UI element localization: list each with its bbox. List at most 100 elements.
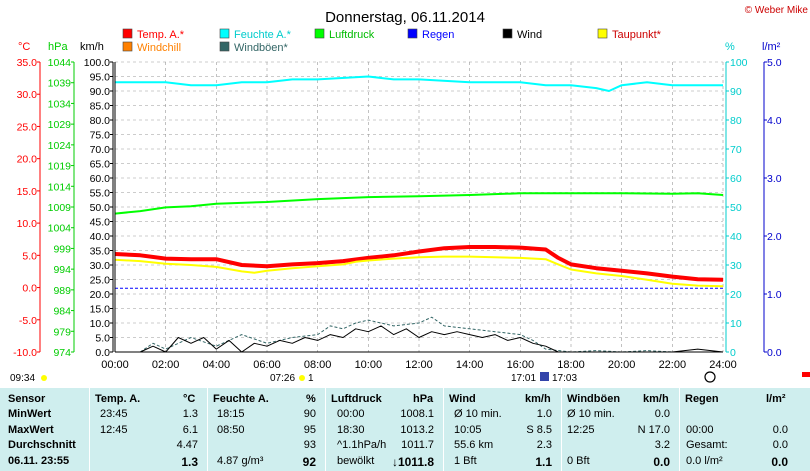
wind_kmh-tick-label: 25.0 [90,275,111,287]
wind_kmh-tick-label: 35.0 [90,246,111,258]
humidity_pct-tick-label: 90 [730,86,742,98]
table-cell-press-v: 1013.2 [400,423,434,436]
weather-chart: Donnerstag, 06.11.2014 © Weber Mike °C h… [10,5,810,384]
wind_kmh-tick-label: 40.0 [90,231,111,243]
table-cell-wind-t: Ø 10 min. [454,408,502,420]
pressure_hpa-tick-label: 999 [53,243,71,255]
series-line-luftdruck [114,192,724,215]
wind_kmh-tick-label: 45.0 [90,217,111,229]
table-cell-wind-v: S 8.5 [526,423,552,436]
marker-mid-dot [299,375,305,381]
wind_kmh-tick-label: 90.0 [90,86,111,98]
x-tick-label: 24:00 [709,359,737,371]
table-cell-label: Durchschnitt [8,439,76,451]
wind_kmh-tick-label: 10.0 [90,318,111,330]
table-cell-press-t: ^1.1hPa/h [337,439,387,451]
table-cell-hum-t: 4.87 g/m³ [217,454,264,467]
table-cell-hum-v: 92 [302,454,316,469]
table-cell-temp-v: 1.3 [182,408,198,420]
humidity_pct-tick-label: 0 [730,347,736,359]
table-cell-wind-t: 10:05 [454,423,482,436]
series-line-temp-a [114,245,724,282]
wind_kmh-tick-label: 15.0 [90,304,111,316]
hdr-press-unit: hPa [413,393,434,405]
legend-swatch [122,41,133,52]
temp_c-tick-label: -5.0 [19,315,37,327]
legend-label: Wind [517,29,542,41]
series-line-wind [115,325,724,353]
humidity-unit: % [725,41,735,53]
x-tick-label: 12:00 [405,359,433,371]
x-tick-label: 20:00 [608,359,636,371]
temp-unit: °C [18,41,30,53]
legend-swatch [314,28,325,39]
temp_c-tick-label: 25.0 [17,121,38,133]
table-cell-wind-t: 55.6 km [454,439,494,451]
series-line-taupunkt [114,255,724,288]
table-cell-temp-v: 4.47 [176,439,198,451]
table-cell-wind-v: 2.3 [536,439,552,451]
pressure_hpa-tick-label: 1029 [48,119,72,131]
x-tick-label: 00:00 [101,359,129,371]
table-cell-gust-t: Ø 10 min. [567,408,615,420]
table-cell-label: 06.11. 23:55 [8,454,70,467]
x-tick-label: 14:00 [456,359,484,371]
marker-left-dot [41,375,47,381]
legend-swatch [219,28,230,39]
x-tick-label: 22:00 [659,359,687,371]
legend-swatch [597,28,608,39]
wind_kmh-tick-label: 0.0 [95,347,110,359]
table-cell-hum-v: 90 [303,408,316,420]
table-cell-temp-t: 23:45 [100,408,128,420]
humidity_pct-tick-label: 30 [730,260,742,272]
hdr-temp-unit: °C [183,393,196,405]
chart-series [114,75,724,353]
table-cell-temp-v: 1.3 [181,454,198,469]
humidity_pct-tick-label: 10 [730,318,742,330]
wind_kmh-tick-label: 20.0 [90,289,111,301]
humidity_pct-tick-label: 100 [730,57,748,69]
table-cell-temp-v: 6.1 [182,423,198,436]
legend-label: Temp. A.* [137,29,185,41]
temp_c-tick-label: 20.0 [17,154,38,166]
pressure_hpa-tick-label: 979 [53,326,71,338]
pressure_hpa-tick-label: 1019 [48,161,72,173]
humidity_pct-tick-label: 60 [730,173,742,185]
hdr-gust: Windböen [567,393,621,405]
rain_lm2-tick-label: 0.0 [767,347,782,359]
wind_kmh-tick-label: 50.0 [90,202,111,214]
pressure-unit: hPa [48,41,68,53]
x-tick-label: 04:00 [203,359,231,371]
wind_kmh-tick-label: 80.0 [90,115,111,127]
temp_c-tick-label: 30.0 [17,89,38,101]
temp_c-tick-label: 5.0 [22,250,37,262]
pressure_hpa-tick-label: 1024 [48,140,72,152]
table-cell-rain-v: 0.0 [772,439,788,451]
rain_lm2-tick-label: 3.0 [767,173,782,185]
rain_lm2-tick-label: 1.0 [767,289,782,301]
hdr-wind-unit: km/h [525,393,551,405]
x-tick-label: 02:00 [152,359,180,371]
table-cell-gust-t: 12:25 [567,423,595,436]
humidity_pct-tick-label: 80 [730,115,742,127]
table-cell-temp-t: 12:45 [100,423,128,436]
humidity_pct-tick-label: 70 [730,144,742,156]
table-cell-gust-v: N 17.0 [637,423,670,436]
temp_c-tick-label: 0.0 [22,283,37,295]
humidity_pct-tick-label: 50 [730,202,742,214]
marker-left-time: 09:34 [10,373,35,384]
x-tick-label: 10:00 [355,359,383,371]
x-tick-label: 18:00 [557,359,585,371]
x-tick-label: 06:00 [253,359,281,371]
wind_kmh-tick-label: 60.0 [90,173,111,185]
chart-axes: 35.0 30.0 25.0 20.0 15.0 10.0 5.0 0.0 -5.0 -10.0 1… [13,57,782,359]
hdr-press: Luftdruck [331,393,382,405]
hdr-rain-unit: l/m² [766,393,786,405]
rain_lm2-tick-label: 4.0 [767,115,782,127]
wind-unit: km/h [80,41,104,53]
table-cell-gust-v: 0.0 [654,408,670,420]
table-cell-rain-t: 0.0 l/m² [686,454,723,467]
wind_kmh-tick-label: 55.0 [90,188,111,200]
pressure_hpa-tick-label: 1034 [48,98,72,110]
legend-label: Windchill [137,42,181,54]
